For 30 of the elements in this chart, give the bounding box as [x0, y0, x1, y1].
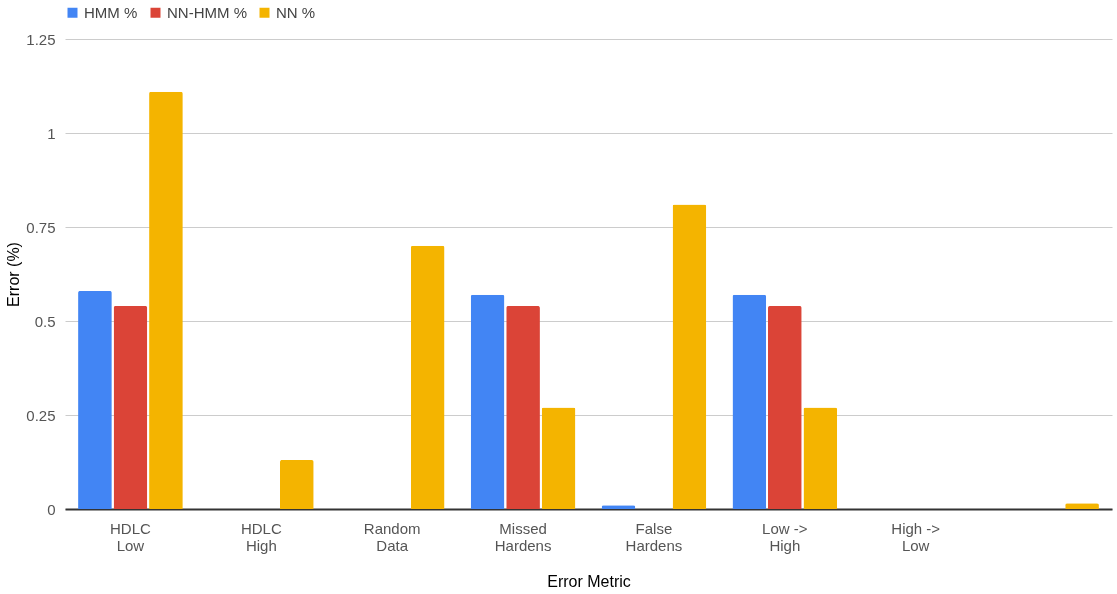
x-tick-label: Low -> High [762, 519, 808, 554]
bar [767, 305, 802, 509]
bar [470, 294, 505, 509]
bar [672, 204, 707, 509]
x-axis-title: Error Metric [547, 572, 631, 590]
x-tick-label: HDLC Low [110, 519, 152, 554]
x-tick-label: Random Data [363, 519, 421, 554]
bar [732, 294, 767, 509]
y-tick-label: 0.25 [26, 406, 56, 424]
y-tick-label: 1 [47, 124, 56, 142]
y-tick-label: 0.5 [34, 312, 56, 330]
bar [541, 407, 576, 509]
bar [803, 407, 838, 509]
x-tick-label: High -> Low [891, 519, 941, 554]
y-tick-label: 1.25 [26, 30, 56, 48]
bar [410, 245, 445, 509]
x-tick-label: False Hardens [625, 519, 683, 554]
bar [279, 460, 314, 509]
y-tick-label: 0 [47, 500, 56, 518]
legend-label: NN-HMM % [167, 3, 247, 21]
legend-label: HMM % [84, 3, 138, 21]
y-tick-label: 0.75 [26, 218, 56, 236]
bar [113, 305, 148, 509]
x-tick-label: Missed Hardens [494, 519, 552, 554]
bar [78, 290, 112, 509]
bar [506, 305, 540, 509]
y-axis-title: Error (%) [5, 242, 23, 307]
x-tick-label: HDLC High [240, 519, 282, 554]
bar [149, 91, 183, 509]
legend-label: NN % [276, 3, 316, 21]
